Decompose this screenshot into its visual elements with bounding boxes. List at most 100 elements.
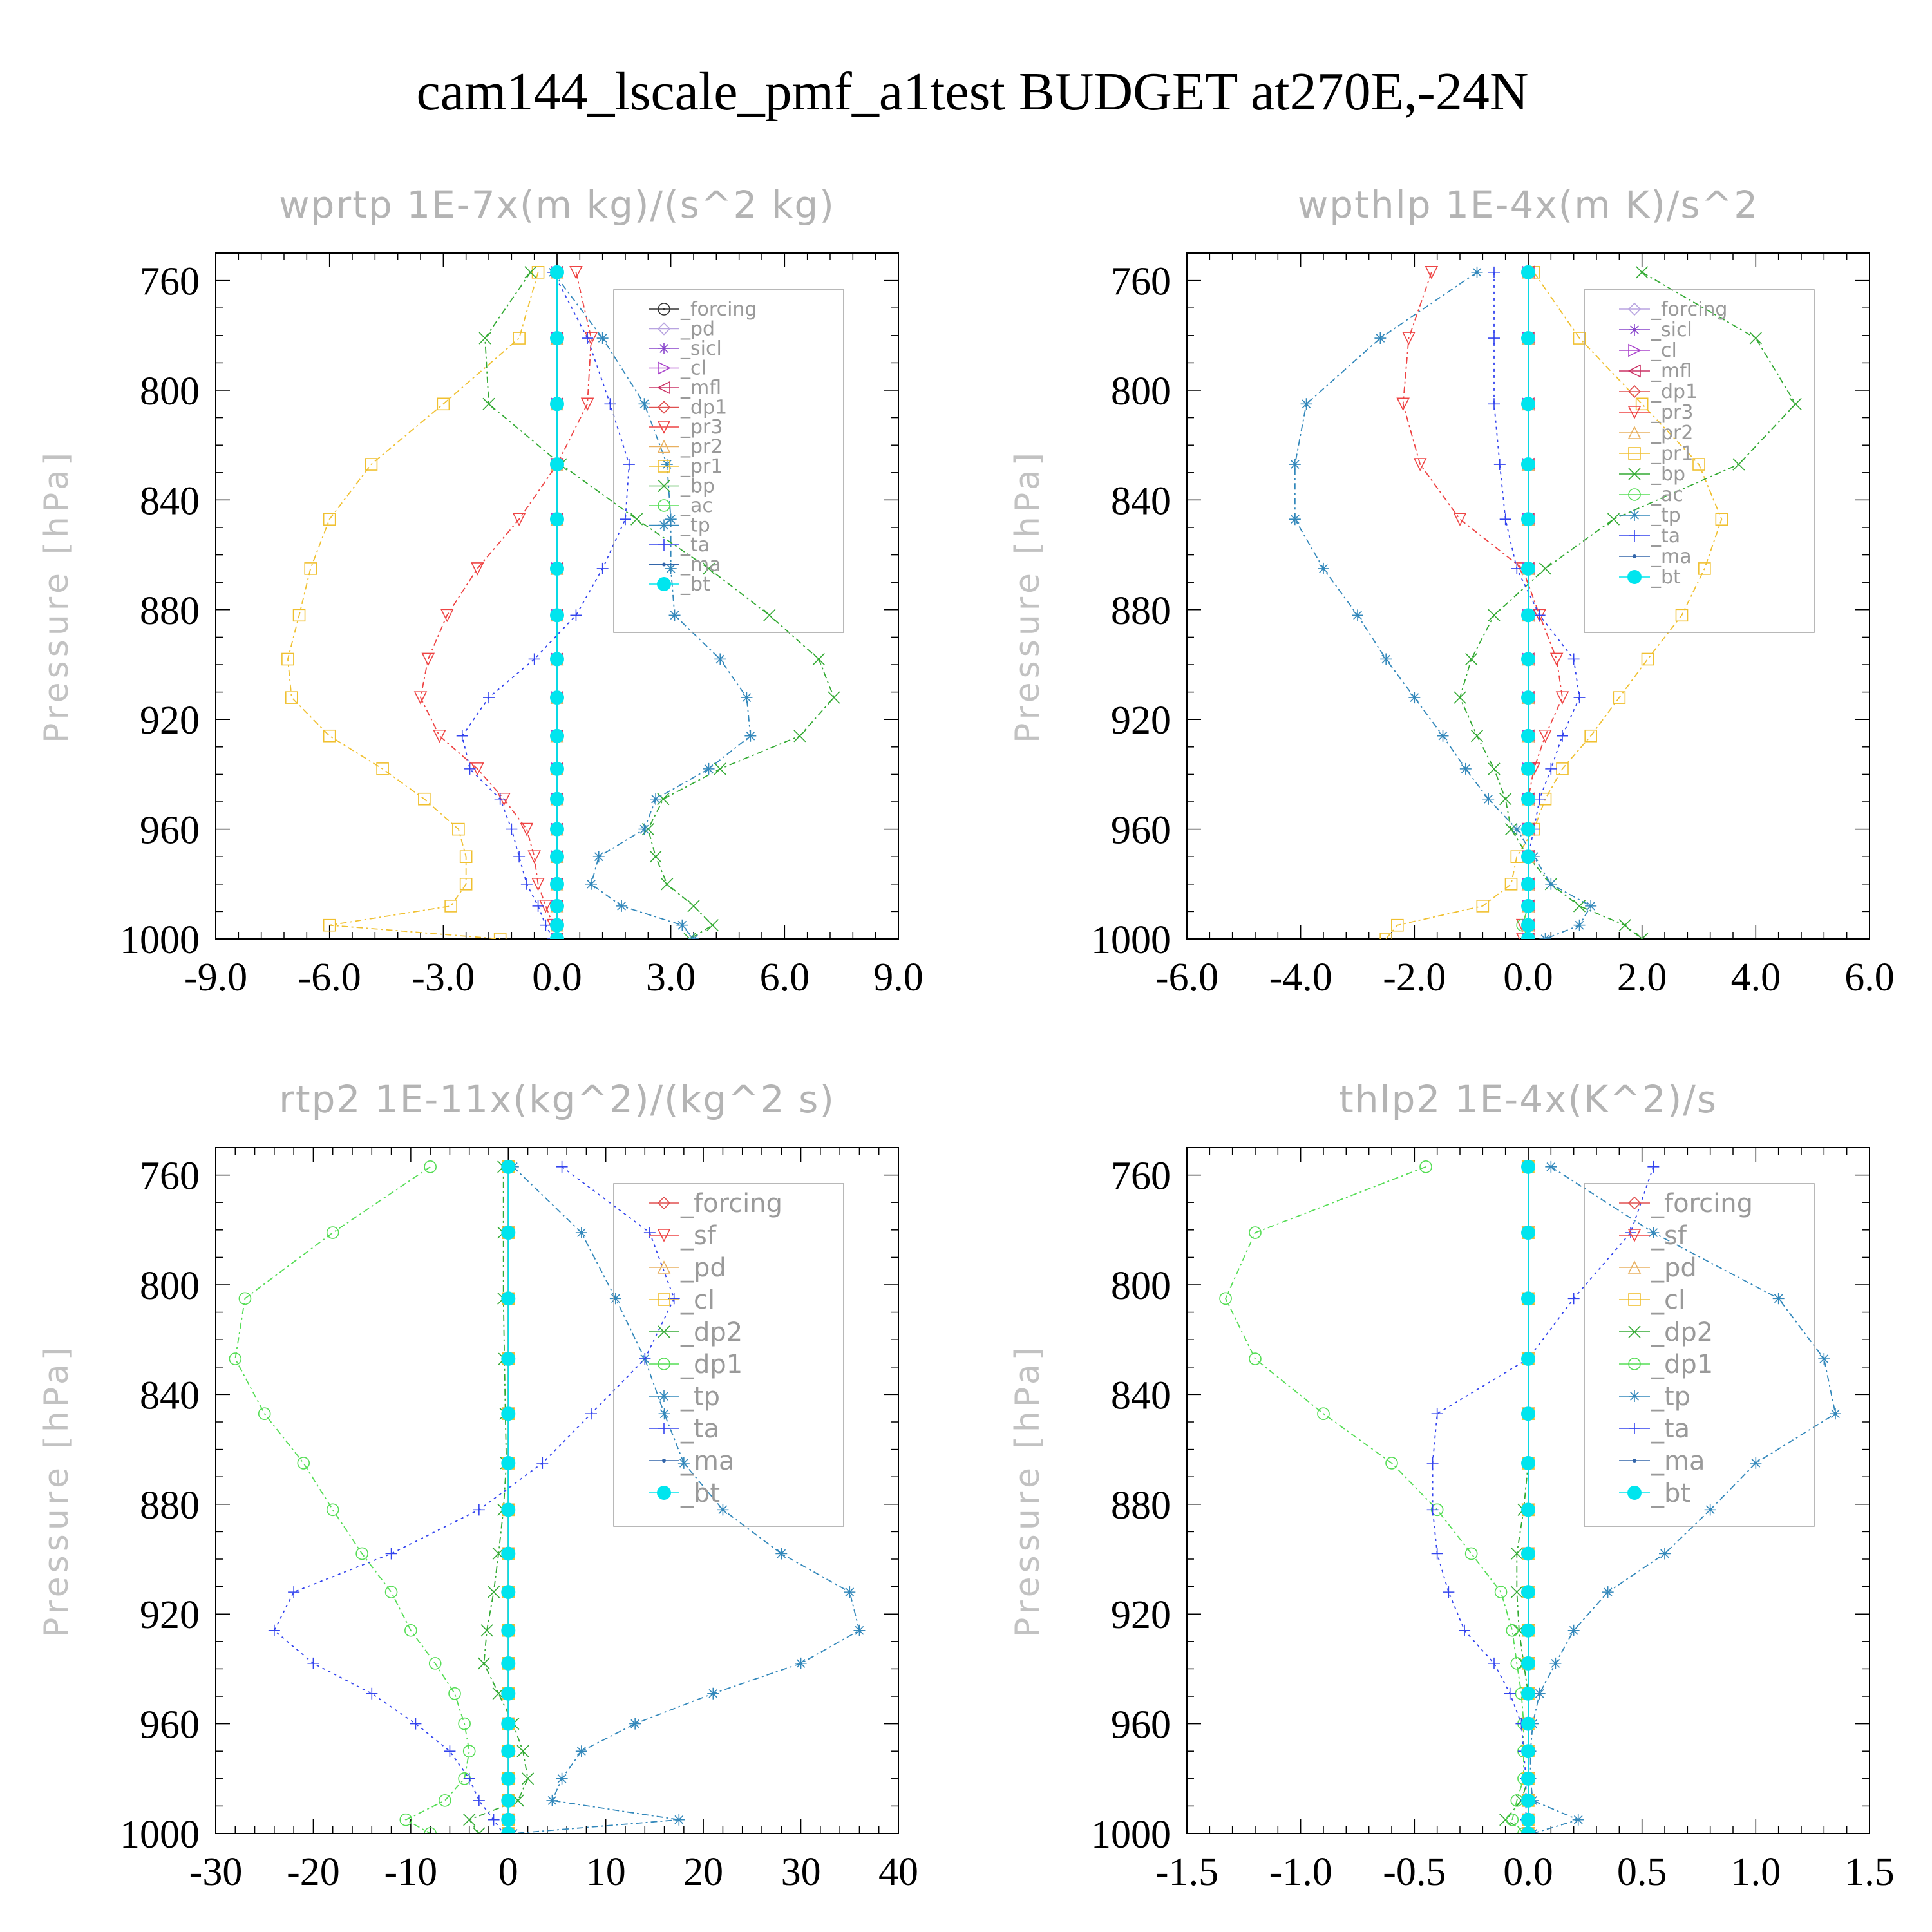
- series-bt: [501, 1159, 516, 1833]
- legend-entry: _pr3: [680, 416, 723, 439]
- series-group: [281, 265, 840, 939]
- x-tick-label: 0.0: [1503, 956, 1553, 999]
- data-point: [477, 1657, 490, 1670]
- data-point: [1521, 898, 1535, 913]
- data-point: [1379, 933, 1392, 939]
- series-dp1: [229, 1160, 476, 1833]
- data-point: [1573, 332, 1586, 345]
- series-pr1: [1379, 266, 1728, 939]
- data-point: [326, 1226, 339, 1239]
- x-tick-label: -6.0: [298, 956, 361, 999]
- data-point: [638, 823, 650, 835]
- y-axis-label: Pressure [hPa]: [1009, 449, 1047, 743]
- y-axis-label: Pressure [hPa]: [1009, 1343, 1047, 1638]
- data-point: [1476, 900, 1490, 913]
- data-point: [501, 1502, 516, 1517]
- series-bt: [1521, 1159, 1535, 1833]
- data-point: [456, 730, 468, 742]
- data-point: [444, 900, 457, 913]
- legend-entry: _forcing: [680, 1189, 782, 1218]
- data-point: [463, 1772, 475, 1785]
- data-point: [550, 457, 564, 472]
- data-point: [643, 1227, 656, 1239]
- data-point: [1545, 878, 1557, 890]
- data-point: [1494, 1586, 1508, 1598]
- data-point: [1521, 457, 1535, 472]
- legend-entry: _dp2: [1651, 1318, 1713, 1347]
- data-point: [1506, 1813, 1519, 1826]
- data-point: [323, 918, 336, 932]
- data-point: [596, 332, 609, 345]
- legend-marker: [1628, 1358, 1641, 1370]
- data-point: [1584, 729, 1597, 743]
- data-point: [1521, 1455, 1535, 1470]
- data-point: [424, 1827, 437, 1833]
- data-point: [1289, 459, 1301, 471]
- panels: wprtp 1E-7x(m kg)/(s^2 kg) Pressure [hPa]…: [37, 183, 1895, 1894]
- data-point: [1521, 397, 1535, 412]
- data-point: [1750, 1457, 1762, 1469]
- data-point: [304, 562, 317, 575]
- legend-entry: _sicl: [680, 337, 722, 360]
- data-point: [1555, 691, 1569, 705]
- data-point: [1488, 609, 1501, 621]
- data-point: [1521, 1502, 1535, 1517]
- data-point: [630, 513, 643, 526]
- data-point: [585, 878, 597, 890]
- data-point: [550, 876, 564, 891]
- legend-marker: [657, 381, 670, 395]
- y-tick-label: 760: [140, 1155, 200, 1198]
- data-point: [365, 458, 378, 471]
- legend-entry: _tp: [680, 515, 710, 537]
- data-point: [1549, 652, 1564, 667]
- data-point: [1426, 1457, 1439, 1469]
- data-point: [1521, 1159, 1535, 1174]
- data-point: [575, 1745, 587, 1757]
- legend-box: [1584, 289, 1815, 633]
- legend-marker: [1627, 384, 1642, 399]
- y-tick-label: 800: [140, 1264, 200, 1308]
- y-tick-label: 800: [140, 370, 200, 413]
- series-line: [1504, 1166, 1529, 1833]
- data-point: [1521, 932, 1535, 939]
- legend-marker: [657, 439, 671, 453]
- data-point: [639, 1353, 651, 1365]
- series-line: [420, 272, 592, 939]
- legend-entry: _bt: [680, 573, 710, 596]
- data-point: [1659, 1548, 1671, 1560]
- data-point: [1249, 1226, 1262, 1239]
- legend-marker: [658, 1390, 670, 1402]
- legend-marker: [1628, 447, 1641, 460]
- legend-entry: _ma: [1651, 545, 1692, 568]
- data-point: [1318, 562, 1329, 574]
- y-tick-label: 920: [1111, 699, 1171, 743]
- legend-box: [613, 289, 844, 633]
- y-tick-label: 840: [140, 479, 200, 523]
- legend-marker: [657, 1486, 671, 1500]
- data-point: [575, 1227, 587, 1239]
- data-point: [609, 1293, 621, 1305]
- legend-entry: _bt: [1651, 566, 1681, 589]
- x-tick-label: 4.0: [1731, 956, 1781, 999]
- data-point: [673, 1814, 685, 1826]
- y-tick-label: 840: [140, 1374, 200, 1417]
- data-point: [297, 1457, 310, 1470]
- data-point: [531, 266, 545, 279]
- data-point: [582, 332, 594, 345]
- data-point: [1573, 692, 1586, 704]
- data-point: [1499, 513, 1511, 526]
- data-point: [536, 1457, 549, 1469]
- data-point: [853, 1624, 866, 1636]
- series-line: [1459, 272, 1797, 939]
- legend-entry: _pr1: [680, 455, 723, 478]
- data-point: [448, 1687, 461, 1700]
- data-point: [550, 561, 564, 576]
- data-point: [471, 562, 484, 576]
- legend-entry: _cl: [680, 357, 706, 380]
- legend-entry: _ta: [680, 1414, 719, 1444]
- data-point: [1396, 397, 1410, 412]
- data-point: [1219, 1292, 1232, 1305]
- data-point: [1521, 690, 1535, 705]
- legend-marker: [1629, 530, 1640, 542]
